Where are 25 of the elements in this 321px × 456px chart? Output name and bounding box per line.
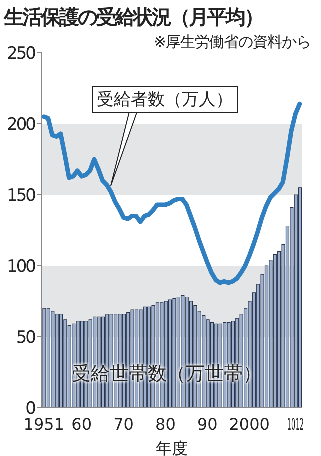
y-tick-label: 250 bbox=[7, 44, 36, 64]
bar bbox=[273, 254, 277, 408]
bar bbox=[55, 314, 59, 408]
bar bbox=[168, 300, 172, 408]
chart-title: 生活保護の受給状況（月平均） bbox=[4, 4, 263, 31]
y-tick-label: 100 bbox=[7, 257, 36, 278]
x-tick-label: 2000 bbox=[229, 415, 270, 434]
x-tick-label: 90 bbox=[197, 415, 218, 434]
bar bbox=[46, 308, 50, 408]
bar bbox=[172, 298, 176, 408]
x-tick-label: 60 bbox=[72, 415, 92, 434]
y-tick-label: 200 bbox=[7, 115, 36, 136]
x-tick-label: 80 bbox=[156, 415, 176, 434]
bar bbox=[298, 188, 302, 408]
bar bbox=[42, 308, 46, 408]
chart-subtitle: ※厚生労働省の資料から bbox=[154, 33, 311, 52]
x-axis-title: 年度 bbox=[156, 439, 188, 456]
bar bbox=[59, 314, 64, 408]
bar bbox=[51, 311, 55, 408]
y-tick-label: 150 bbox=[7, 186, 36, 206]
x-tick-label: 70 bbox=[114, 415, 134, 434]
y-tick-label: 50 bbox=[16, 328, 36, 348]
x-tick-label: 10 bbox=[287, 416, 296, 434]
x-tick-label: 12 bbox=[296, 416, 304, 434]
text: 受給者数（万人） bbox=[92, 86, 238, 113]
